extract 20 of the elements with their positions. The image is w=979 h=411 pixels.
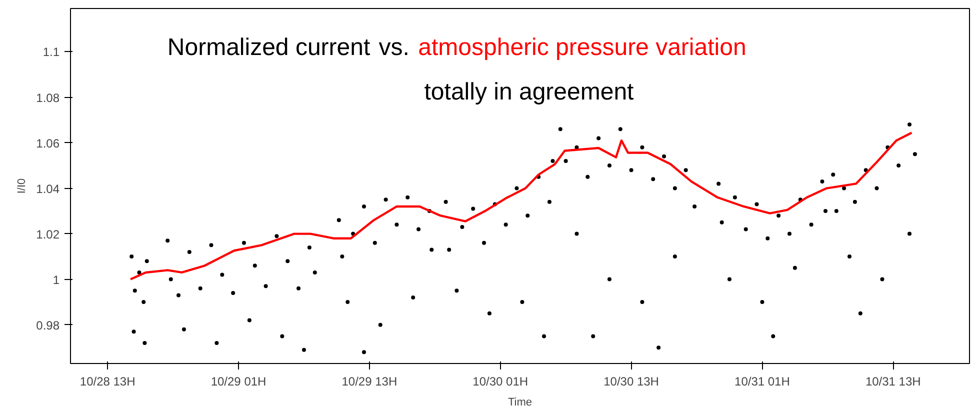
y-tick-label: 1.04 bbox=[36, 182, 60, 196]
text: atmospheric pressure variation bbox=[418, 34, 746, 62]
x-tick-label: 10/31 13H bbox=[865, 374, 921, 388]
x-tick-label: 10/28 13H bbox=[80, 374, 136, 388]
x-tick-label: 10/30 01H bbox=[472, 374, 528, 388]
annotation: vs. bbox=[378, 34, 410, 62]
y-tick-label: 1 bbox=[52, 272, 60, 287]
x-tick-label: 10/30 13H bbox=[604, 374, 659, 388]
y-tick-label: 1.06 bbox=[36, 136, 60, 150]
x-axis-title: Time bbox=[508, 396, 532, 408]
y-tick-label: 1.08 bbox=[36, 90, 60, 105]
annotation: totally in agreement bbox=[424, 78, 634, 106]
x-tick-label: 10/29 13H bbox=[342, 374, 398, 388]
y-tick-label: 1.02 bbox=[36, 227, 60, 242]
y-axis-title: I/I0 bbox=[16, 178, 28, 194]
y-tick-label: 0.98 bbox=[36, 318, 60, 332]
x-tick-label: 10/31 01H bbox=[734, 374, 790, 388]
y-tick-label: 1.1 bbox=[42, 45, 60, 60]
x-tick-label: 10/29 01H bbox=[210, 374, 266, 388]
text: Normalized current bbox=[167, 34, 370, 62]
